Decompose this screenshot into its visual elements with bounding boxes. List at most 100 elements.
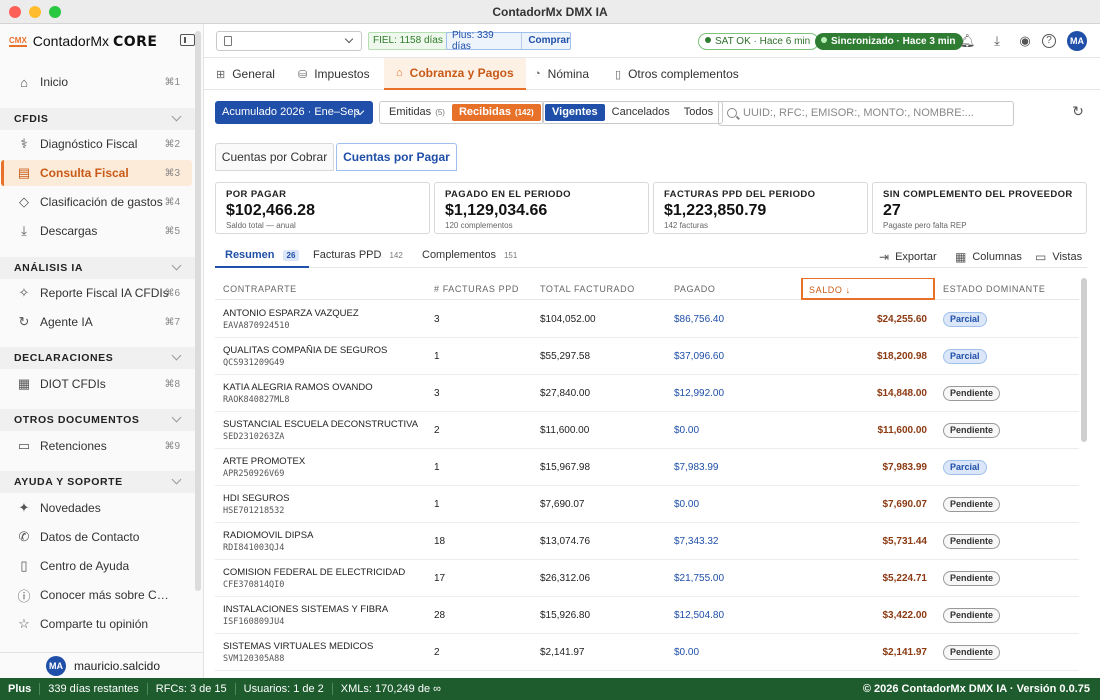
refresh-icon[interactable]: ↻ [1072, 103, 1084, 119]
sidebar-item-datos-contacto[interactable]: ✆ Datos de Contacto [4, 524, 192, 550]
rfc-count: RFCs: 3 de 15 [148, 683, 236, 695]
section-title: OTROS DOCUMENTOS [14, 414, 140, 426]
emitidas-button[interactable]: Emitidas (5) [382, 104, 452, 121]
views-button[interactable]: ▭ Vistas [1035, 249, 1082, 265]
agent-icon: ↻ [18, 314, 30, 329]
column-header-pagado[interactable]: PAGADO [674, 284, 716, 294]
vigentes-button[interactable]: Vigentes [545, 104, 605, 121]
paid-amount: $0.00 [674, 425, 700, 436]
column-header-facturas[interactable]: # FACTURAS PPD [434, 284, 519, 294]
tag-icon: ◇ [19, 194, 29, 209]
column-header-total[interactable]: TOTAL FACTURADO [540, 284, 635, 294]
column-header-estado[interactable]: ESTADO DOMINANTE [943, 284, 1046, 294]
counterparty-rfc: SVM120305A88 [223, 654, 285, 664]
section-analisis-ia[interactable]: ANÁLISIS IA [0, 257, 196, 279]
cancelados-button[interactable]: Cancelados [611, 106, 670, 118]
tab-nomina[interactable]: ◔ Nómina [534, 58, 589, 90]
app-logo[interactable]: CMX ContadorMx CORE [9, 33, 157, 50]
download-icon[interactable]: ⤓ [994, 33, 1000, 48]
rfc-select[interactable] [216, 31, 362, 51]
plan-days: Plus: 339 días [452, 30, 494, 52]
section-ayuda-soporte[interactable]: AYUDA Y SOPORTE [0, 471, 196, 493]
sidebar-item-descargas[interactable]: ⤓ Descargas ⌘5 [4, 218, 192, 244]
counterparty-rfc: CFE370814QI0 [223, 580, 285, 590]
table-row[interactable]: RADIOMOVIL DIPSA RDI841003QJ4 18 $13,074.76… [215, 523, 1079, 560]
zoom-window-button[interactable] [49, 6, 61, 18]
avatar: MA [46, 655, 66, 676]
count-badge: 26 [282, 250, 300, 261]
tab-cuentas-cobrar[interactable]: Cuentas por Cobrar [215, 143, 334, 171]
kpi-title: FACTURAS PPD DEL PERIODO [664, 189, 816, 200]
table-row[interactable]: HDI SEGUROS HSE701218532 1 $7,690.07 $0.00 $7… [215, 486, 1079, 523]
balance-amount: $18,200.98 [876, 351, 927, 362]
window-controls [9, 6, 61, 18]
sidebar-item-inicio[interactable]: ⌂ Inicio ⌘1 [4, 69, 192, 95]
tab-label: Nómina [547, 67, 590, 81]
tab-otros-complementos[interactable]: ▯ Otros complementos [615, 58, 739, 90]
column-header-contraparte[interactable]: CONTRAPARTE [223, 284, 297, 294]
sidebar-item-diot-cfdis[interactable]: ▦ DIOT CFDIs ⌘8 [4, 371, 192, 397]
minimize-window-button[interactable] [29, 6, 41, 18]
table-row[interactable]: ARTE PROMOTEX APR250926V69 1 $15,967.98 $7,9… [215, 449, 1079, 486]
tab-general[interactable]: ⊞ General [216, 58, 275, 90]
user-profile[interactable]: MA mauricio.salcido [0, 652, 204, 678]
sidebar-item-agente-ia[interactable]: ↻ Agente IA ⌘7 [4, 309, 192, 335]
sidebar-scrollbar[interactable] [195, 31, 201, 591]
sidebar-item-comparte-opinion[interactable]: ☆ Comparte tu opinión [4, 611, 192, 637]
bell-icon[interactable]: 🔔︎ [959, 33, 976, 48]
column-header-saldo[interactable]: SALDO ↓ [801, 278, 935, 300]
sidebar-item-reporte-fiscal-ia[interactable]: ✧ Reporte Fiscal IA CFDIs ⌘6 [4, 280, 192, 306]
sidebar-item-retenciones[interactable]: ▭ Retenciones ⌘9 [4, 433, 192, 459]
table-row[interactable]: KATIA ALEGRIA RAMOS OVANDO RAOK840827ML8 3… [215, 375, 1079, 412]
table-row[interactable]: ANTONIO ESPARZA VAZQUEZ EAVA870924510 3 $10… [215, 301, 1079, 338]
sidebar-item-diagnostico-fiscal[interactable]: ⚕ Diagnóstico Fiscal ⌘2 [4, 131, 192, 157]
status-badge: Pendiente [943, 534, 1001, 549]
invoice-count: 1 [434, 462, 440, 473]
sidebar-item-novedades[interactable]: ✦ Novedades [4, 495, 192, 521]
todos-button[interactable]: Todos [683, 106, 714, 118]
sidebar-collapse-icon[interactable] [180, 34, 195, 46]
paid-amount: $7,343.32 [674, 536, 719, 547]
avatar[interactable]: MA [1067, 31, 1087, 51]
logo-mark: CMX [9, 35, 27, 47]
tab-impuestos[interactable]: ⛁ Impuestos [298, 58, 370, 90]
table-row[interactable]: SUSTANCIAL ESCUELA DECONSTRUCTIVA SED2310… [215, 412, 1079, 449]
shortcut-hint: ⌘9 [164, 440, 180, 452]
table-row[interactable]: COMISION FEDERAL DE ELECTRICIDAD CFE37081… [215, 560, 1079, 597]
sparkles-icon: ✦ [18, 500, 30, 515]
help-icon[interactable]: ? [1042, 34, 1056, 48]
table-row[interactable]: INSTALACIONES SISTEMAS Y FIBRA ISF160809J… [215, 597, 1079, 634]
section-otros-documentos[interactable]: OTROS DOCUMENTOS [0, 409, 196, 431]
sidebar-item-clasificacion-gastos[interactable]: ◇ Clasificación de gastos ⌘4 [4, 189, 192, 215]
document-icon: ▤ [17, 165, 31, 180]
tab-complementos[interactable]: Complementos 151 [422, 243, 517, 268]
recibidas-button[interactable]: Recibidas (142) [451, 104, 541, 121]
tab-resumen[interactable]: Resumen 26 [215, 243, 310, 268]
table-row[interactable]: QUALITAS COMPAÑIA DE SEGUROS QCS931209G49… [215, 338, 1079, 375]
close-window-button[interactable] [9, 6, 21, 18]
table-row[interactable]: SISTEMAS VIRTUALES MEDICOS SVM120305A88 2 $… [215, 634, 1079, 671]
section-cfdis[interactable]: CFDIS [0, 108, 196, 130]
tab-facturas-ppd[interactable]: Facturas PPD 142 [313, 243, 403, 268]
tab-cobranza-pagos[interactable]: ⌂ Cobranza y Pagos [384, 58, 526, 90]
sidebar-item-conocer-mas[interactable]: ⓘ Conocer más sobre ContadorMx [4, 582, 192, 608]
counterparty-name: SISTEMAS VIRTUALES MEDICOS [223, 641, 374, 652]
balance-amount: $7,983.99 [882, 462, 928, 473]
buy-button[interactable]: Comprar [521, 33, 570, 49]
sync-status-text: Sincronizado · Hace 3 min [831, 36, 956, 47]
sidebar-item-label: Diagnóstico Fiscal [40, 137, 138, 151]
sidebar-item-consulta-fiscal[interactable]: ▤ Consulta Fiscal ⌘3 [1, 160, 192, 186]
section-declaraciones[interactable]: DECLARACIONES [0, 347, 196, 369]
period-select[interactable]: Acumulado 2026 · Ene–Sep [215, 101, 373, 124]
eye-icon[interactable]: ◉ [1019, 33, 1031, 48]
sidebar-item-label: Clasificación de gastos [40, 195, 163, 209]
tab-cuentas-pagar[interactable]: Cuentas por Pagar [336, 143, 457, 171]
table-scrollbar[interactable] [1081, 278, 1087, 442]
counterparty-name: ANTONIO ESPARZA VAZQUEZ [223, 308, 359, 319]
section-title: AYUDA Y SOPORTE [14, 476, 123, 488]
table-tabs: Resumen 26 Facturas PPD 142 Complementos 15… [215, 243, 1087, 268]
search-input[interactable]: UUID:, RFC:, EMISOR:, MONTO:, NOMBRE:... [718, 101, 1014, 126]
sidebar-item-centro-ayuda[interactable]: ▯ Centro de Ayuda [4, 553, 192, 579]
export-button[interactable]: ⇥ Exportar [879, 249, 937, 265]
columns-button[interactable]: ▦ Columnas [955, 249, 1022, 265]
